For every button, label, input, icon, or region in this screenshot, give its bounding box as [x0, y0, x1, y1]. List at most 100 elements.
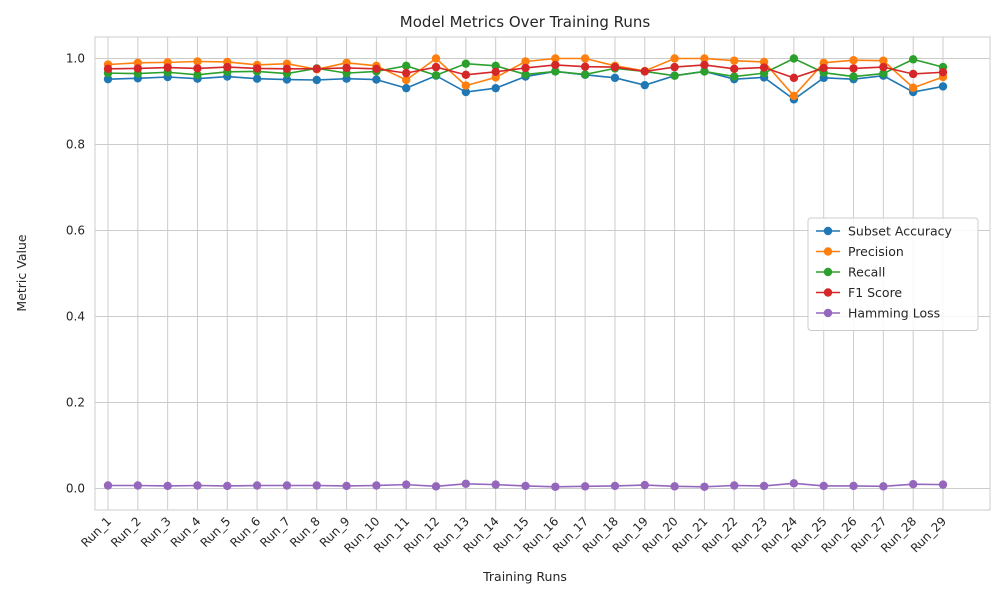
y-tick-label: 0.4 [66, 310, 85, 324]
data-point [521, 70, 530, 79]
legend-swatch-marker [823, 226, 833, 236]
data-point [670, 62, 679, 72]
data-point [431, 482, 441, 491]
data-point [372, 481, 381, 490]
data-point [759, 63, 769, 72]
data-point [223, 62, 232, 72]
data-point [819, 63, 828, 73]
data-point [402, 480, 411, 489]
data-point [759, 481, 769, 491]
data-point [819, 481, 828, 491]
data-point [431, 54, 441, 63]
data-point [610, 481, 620, 491]
data-point [700, 54, 709, 63]
data-point [312, 75, 321, 85]
legend-item: F1 Score [816, 285, 902, 300]
data-point [700, 67, 709, 76]
data-point [640, 80, 649, 90]
data-point [938, 82, 948, 91]
x-tick-labels: Run_1Run_2Run_3Run_4Run_5Run_6Run_7Run_8… [78, 514, 949, 555]
series-layer [103, 54, 948, 491]
data-point [103, 481, 113, 490]
data-point [223, 481, 232, 491]
data-point [103, 64, 113, 74]
legend-label: Recall [848, 265, 885, 280]
data-point [879, 69, 888, 78]
data-point [730, 72, 739, 81]
data-point [580, 482, 590, 491]
series-hamming-loss [103, 479, 948, 491]
data-point [163, 481, 172, 491]
data-point [402, 61, 411, 71]
data-point [908, 83, 918, 92]
data-point [312, 481, 321, 490]
y-tick-label: 0.0 [66, 482, 85, 496]
legend: Subset Accuracy Precision Recall F1 Score Ha… [807, 217, 979, 331]
data-point [461, 479, 471, 488]
data-point [670, 54, 679, 63]
y-tick-label: 0.2 [66, 396, 85, 410]
y-tick-label: 0.8 [66, 138, 85, 152]
data-point [670, 71, 679, 80]
data-point [610, 73, 620, 83]
data-point [849, 56, 858, 65]
x-tick-label: Run_3 [138, 514, 174, 550]
data-point [700, 482, 709, 491]
data-point [402, 75, 411, 85]
data-point [789, 479, 799, 488]
x-tick-label: Run_6 [227, 514, 263, 550]
data-point [730, 56, 739, 65]
grid [95, 37, 990, 510]
data-point [461, 87, 471, 97]
data-point [789, 73, 799, 83]
y-tick-label: 0.6 [66, 224, 85, 238]
data-point [193, 481, 202, 490]
data-point [252, 64, 262, 73]
data-point [849, 72, 858, 81]
x-tick-label: Run_2 [108, 514, 144, 550]
data-point [491, 480, 500, 489]
data-point [938, 480, 948, 489]
x-tick-label: Run_8 [287, 514, 323, 550]
legend-label: Precision [848, 244, 904, 259]
data-point [431, 62, 441, 72]
data-point [551, 482, 560, 491]
data-point [193, 57, 202, 66]
data-point [879, 56, 888, 65]
data-point [491, 83, 500, 93]
data-point [789, 54, 799, 63]
data-point [849, 481, 858, 491]
data-point [849, 64, 858, 73]
data-point [282, 481, 292, 490]
x-tick-label: Run_7 [257, 514, 293, 550]
chart-title: Model Metrics Over Training Runs [400, 13, 651, 31]
data-point [103, 74, 113, 84]
data-point [551, 60, 560, 70]
legend-box [807, 217, 979, 331]
data-point [431, 71, 441, 80]
legend-item: Hamming Loss [816, 306, 940, 321]
data-point [491, 61, 500, 71]
data-point [521, 481, 530, 491]
data-point [312, 64, 321, 74]
data-point [670, 482, 679, 491]
data-point [938, 68, 948, 77]
data-point [551, 54, 560, 63]
legend-swatch-marker [823, 247, 833, 256]
data-point [193, 64, 202, 73]
data-point [789, 91, 799, 101]
data-point [908, 480, 918, 489]
data-point [551, 67, 560, 76]
data-point [372, 75, 381, 84]
data-point [461, 81, 471, 90]
data-point [461, 59, 471, 68]
y-tick-labels: 0.0 0.2 0.4 0.6 0.8 1.0 [66, 52, 85, 496]
data-point [610, 62, 620, 72]
x-axis-title: Training Runs [482, 569, 567, 584]
data-point [133, 64, 143, 73]
data-point [580, 62, 590, 71]
legend-label: F1 Score [848, 285, 902, 300]
data-point [342, 63, 351, 73]
